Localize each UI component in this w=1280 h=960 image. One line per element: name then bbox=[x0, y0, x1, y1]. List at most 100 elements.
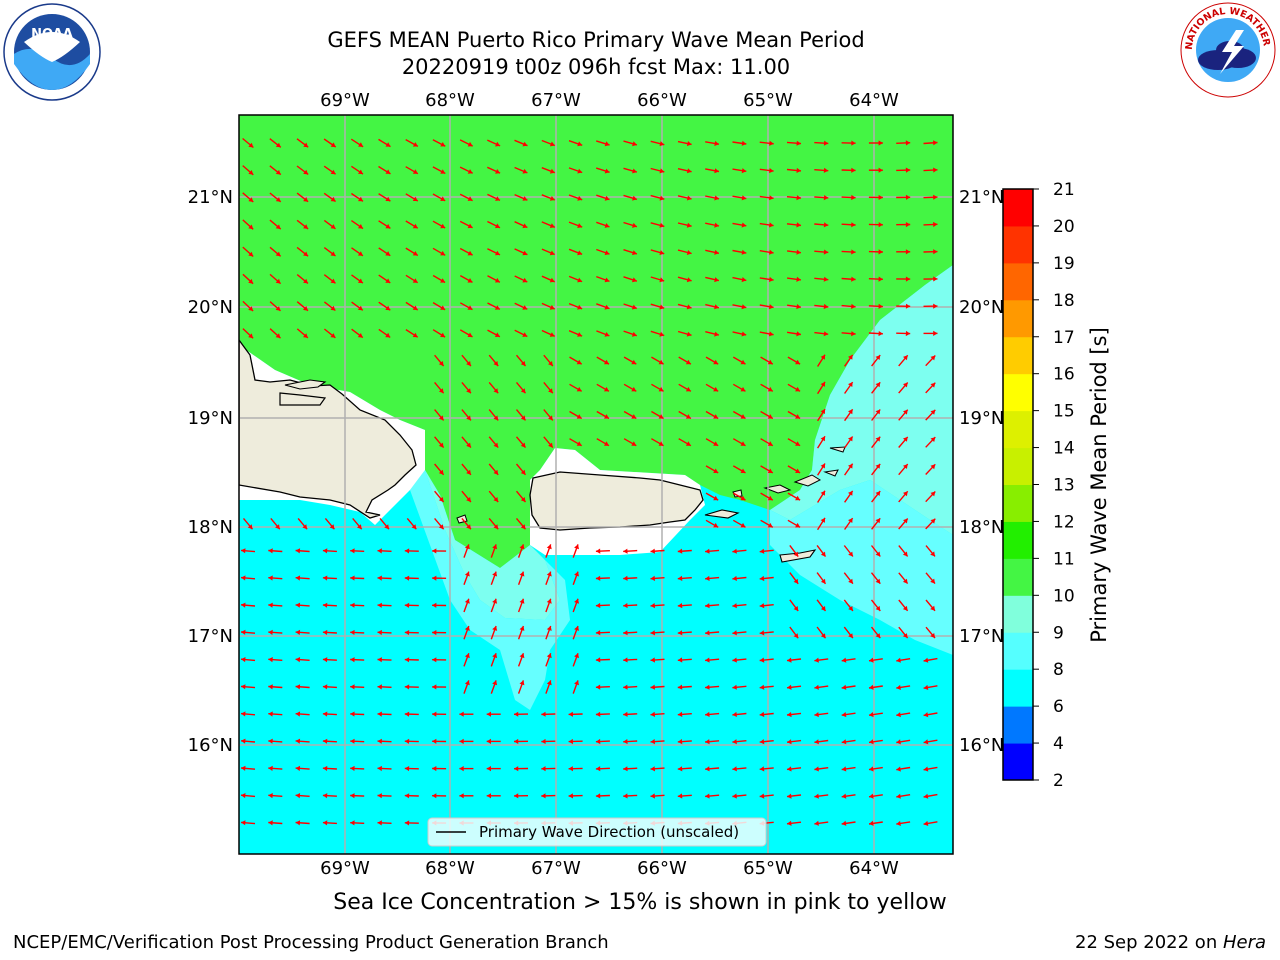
wave-arrow-head bbox=[604, 277, 610, 283]
land-virgin-islands bbox=[763, 484, 792, 494]
wave-arrow-head bbox=[878, 194, 883, 200]
wave-arrow-head bbox=[820, 490, 825, 496]
wave-arrow-head bbox=[275, 251, 281, 257]
wave-arrow-head bbox=[577, 141, 583, 147]
wave-arrow-head bbox=[732, 548, 737, 554]
wave-arrow-head bbox=[713, 495, 719, 501]
land-tortola bbox=[793, 474, 822, 487]
wave-arrow-head bbox=[248, 142, 254, 148]
wave-arrow-head bbox=[467, 305, 473, 310]
wave-arrow-head bbox=[303, 142, 309, 148]
wave-arrow-head bbox=[577, 332, 583, 337]
wave-arrow-head bbox=[322, 548, 328, 554]
wave-arrow-head bbox=[541, 711, 546, 717]
wave-arrow-head bbox=[432, 684, 437, 690]
wave-arrow-head bbox=[713, 522, 719, 528]
wave-arrow-head bbox=[795, 495, 801, 501]
right-lat-label: 21°N bbox=[959, 187, 1004, 208]
wave-arrow-head bbox=[632, 141, 637, 147]
wave-arrow-head bbox=[520, 469, 526, 475]
left-lat-label: 21°N bbox=[188, 187, 233, 208]
wave-arrow-head bbox=[796, 195, 801, 201]
wave-arrow-head bbox=[330, 251, 336, 256]
wave-arrow-head bbox=[330, 224, 336, 229]
colorbar-tick-label: 14 bbox=[1053, 439, 1075, 459]
wave-arrow-head bbox=[631, 414, 637, 419]
left-lat-label: 19°N bbox=[188, 408, 233, 429]
period-9-region-east2 bbox=[770, 480, 953, 655]
wave-arrow-head bbox=[686, 222, 692, 228]
wave-arrow-head bbox=[930, 551, 935, 557]
wave-arrow-head bbox=[377, 602, 382, 608]
wave-arrow-head bbox=[933, 276, 938, 282]
wave-arrow-head bbox=[875, 409, 881, 415]
wave-arrow-head bbox=[759, 739, 765, 745]
wave-arrow-head bbox=[404, 820, 410, 826]
wave-arrow-head bbox=[466, 497, 471, 502]
wave-arrow-head bbox=[350, 629, 355, 635]
wave-arrow-head bbox=[377, 629, 382, 636]
wave-arrow-head bbox=[467, 278, 473, 283]
wave-arrow-head bbox=[732, 630, 737, 636]
wave-arrow-head bbox=[459, 738, 464, 744]
wave-arrow-head bbox=[358, 169, 363, 175]
land-hispaniola-peninsula bbox=[279, 392, 327, 406]
colorbar-tick-label: 2 bbox=[1053, 771, 1064, 791]
wave-arrow-head bbox=[793, 578, 799, 584]
wave-arrow-head bbox=[464, 571, 470, 577]
wave-arrow-head bbox=[658, 359, 664, 365]
wave-arrow-head bbox=[896, 684, 901, 690]
wave-arrow-head bbox=[902, 605, 908, 611]
wave-arrow-head bbox=[295, 711, 301, 717]
wave-arrow-head bbox=[493, 388, 499, 394]
wave-arrow-head bbox=[350, 793, 355, 799]
wave-arrow-head bbox=[705, 603, 710, 609]
wave-arrow-head bbox=[796, 304, 801, 310]
wave-arrow-head bbox=[793, 633, 799, 639]
wave-arrow-head bbox=[330, 196, 336, 202]
wave-arrow-head bbox=[677, 548, 683, 554]
legend-label: Primary Wave Direction (unscaled) bbox=[479, 823, 739, 841]
wave-arrow-head bbox=[875, 518, 881, 524]
wave-arrow-head bbox=[546, 626, 552, 631]
wave-arrow-head bbox=[404, 575, 410, 581]
wave-arrow-head bbox=[714, 331, 719, 337]
wave-arrow-head bbox=[568, 766, 573, 772]
wave-arrow-head bbox=[522, 196, 528, 201]
wave-arrow-head bbox=[438, 524, 444, 530]
colorbar-segment bbox=[1003, 632, 1033, 670]
wave-arrow-head bbox=[686, 331, 692, 337]
wave-arrow-head bbox=[903, 491, 908, 497]
wave-arrow-head bbox=[769, 168, 774, 174]
wave-arrow-head bbox=[322, 629, 328, 635]
wave-arrow-head bbox=[295, 548, 301, 554]
wave-arrow-head bbox=[903, 464, 908, 469]
wave-arrow-head bbox=[686, 277, 692, 283]
wave-arrow-head bbox=[923, 793, 929, 799]
wave-arrow-head bbox=[650, 793, 655, 799]
wave-arrow-head bbox=[514, 711, 519, 717]
wave-arrow-head bbox=[713, 414, 719, 419]
wave-arrow-head bbox=[767, 495, 773, 501]
wave-arrow-head bbox=[411, 524, 417, 530]
wave-arrow-head bbox=[520, 524, 526, 530]
bottom-lon-label: 66°W bbox=[637, 858, 687, 879]
wave-arrow-head bbox=[685, 386, 691, 392]
wave-arrow-head bbox=[440, 250, 446, 256]
wave-arrow-head bbox=[493, 361, 499, 366]
wave-arrow-head bbox=[546, 544, 552, 550]
land-tortuga bbox=[284, 379, 327, 390]
wave-arrow-head bbox=[905, 330, 911, 337]
wave-arrow-head bbox=[522, 141, 528, 147]
wave-arrow-head bbox=[385, 278, 391, 283]
wave-arrow-head bbox=[492, 571, 498, 577]
footer-date: 22 Sep 2022 on Hera bbox=[1075, 932, 1266, 953]
wave-arrow-head bbox=[823, 195, 829, 201]
wave-arrow-head bbox=[438, 388, 444, 394]
wave-arrow-head bbox=[851, 222, 856, 228]
colorbar-ticks: 2 4 6 8 9 10 11 12 13 14 15 16 17 18 19 20 21 bbox=[1033, 180, 1075, 791]
wave-arrow-head bbox=[295, 629, 301, 635]
land-hispaniola bbox=[239, 338, 417, 519]
wave-arrow-head bbox=[796, 222, 801, 228]
wave-arrow-head bbox=[295, 657, 301, 663]
